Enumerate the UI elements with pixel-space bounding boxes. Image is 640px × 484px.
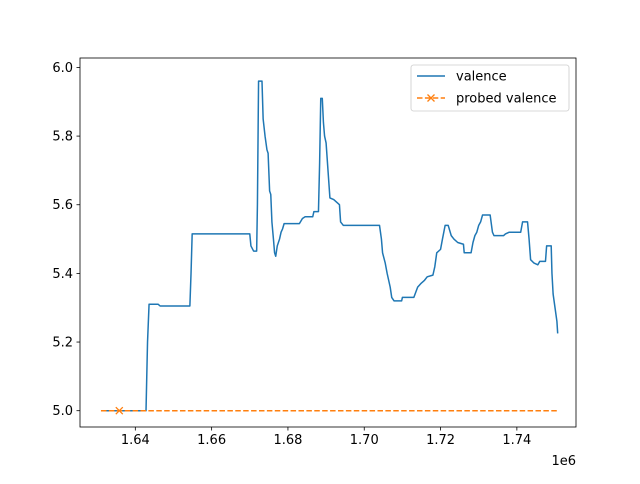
legend-box bbox=[410, 64, 570, 112]
y-tick-label: 5.8 bbox=[52, 130, 73, 145]
legend-label-1: valence bbox=[456, 70, 507, 85]
x-tick-label: 1.74 bbox=[502, 433, 531, 448]
x-axis-offset-label: 1e6 bbox=[551, 454, 576, 469]
x-tick-label: 1.66 bbox=[197, 433, 226, 448]
axes: 1.64 1.66 1.68 1.70 1.72 1.74 5.0 5.2 5.4 5.6 5.8 6… bbox=[52, 57, 577, 469]
axes-frame bbox=[79, 57, 577, 428]
y-tick-label: 5.0 bbox=[52, 404, 73, 419]
y-tick-label: 5.6 bbox=[52, 198, 73, 213]
y-tick-label: 6.0 bbox=[52, 61, 73, 76]
series-line-1 bbox=[100, 80, 559, 412]
y-tick-label: 5.2 bbox=[52, 336, 73, 351]
legend-label-2: probed valence bbox=[456, 92, 557, 107]
x-tick-label: 1.72 bbox=[426, 433, 455, 448]
legend-marker-2 bbox=[427, 94, 435, 102]
plot-area bbox=[100, 80, 559, 415]
x-tick-label: 1.68 bbox=[273, 433, 302, 448]
y-tick-label: 5.4 bbox=[52, 267, 73, 282]
series-marker-2-1 bbox=[115, 406, 124, 415]
x-tick-label: 1.70 bbox=[350, 433, 379, 448]
x-tick-label: 1.64 bbox=[121, 433, 150, 448]
legend: valence probed valence bbox=[410, 64, 570, 112]
